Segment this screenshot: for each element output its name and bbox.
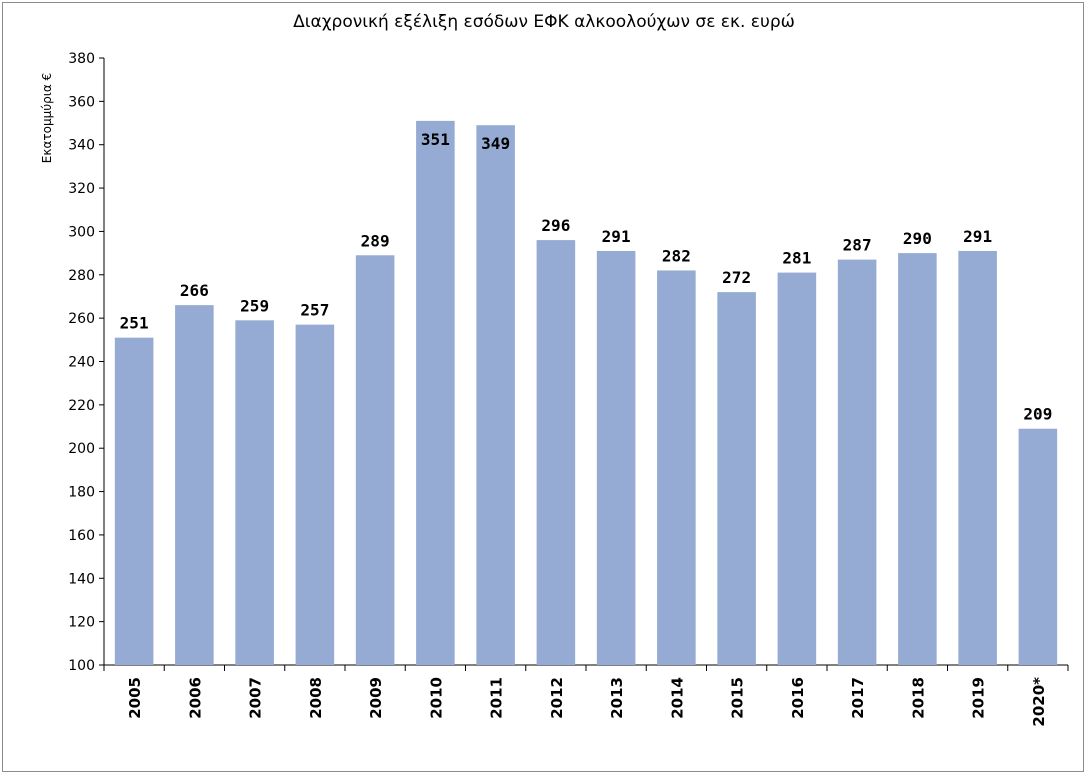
data-label: 251 [120,314,149,333]
data-label: 281 [782,249,811,268]
y-tick-label: 260 [68,311,95,327]
x-tick-label: 2009 [367,677,385,719]
bar-2016 [777,272,817,665]
x-tick-label: 2008 [307,677,325,719]
y-tick-label: 160 [68,528,95,544]
data-label: 287 [843,236,872,255]
bar-2011 [476,125,515,666]
y-axis: 100 120 140 160 180 200 220 240 260 280 300 320 340 3… [68,51,105,674]
y-tick-label: 220 [68,398,95,414]
y-tick-label: 240 [68,355,95,371]
bar-2015 [717,292,756,665]
y-tick-label: 340 [68,138,95,154]
bar-2006 [175,305,214,665]
bar-2013 [596,250,636,666]
y-tick-label: 320 [68,181,95,197]
bar-2005 [114,337,154,665]
y-tick-label: 140 [68,571,95,587]
bar-2008 [295,324,335,665]
y-tick-label: 380 [68,51,95,67]
data-label: 259 [240,296,269,315]
x-tick-label: 2007 [247,677,265,719]
data-label: 296 [541,216,570,235]
data-labels: 251 266 259 257 289 351 349 296 291 282 272 281 287 2… [120,130,1053,424]
bar-2007 [235,320,274,665]
y-tick-label: 180 [68,485,95,501]
chart-title: Διαχρονική εξέλιξη εσόδων ΕΦΚ αλκοολούχω… [293,12,795,32]
bar-2017 [837,259,877,665]
data-label: 289 [361,231,390,250]
bar-2010 [416,120,455,665]
data-label: 290 [903,229,932,248]
y-tick-label: 120 [68,615,95,631]
data-label: 351 [421,130,450,149]
x-tick-label: 2014 [668,677,686,719]
data-label: 272 [722,268,751,287]
x-tick-label: 2020* [1030,677,1048,727]
bar-2019 [958,250,997,666]
x-tick-label: 2015 [729,677,747,719]
y-tick-label: 300 [68,224,95,240]
x-tick-label: 2017 [849,677,867,719]
y-axis-title: Εκατομμύρια € [40,73,54,163]
y-tick-label: 280 [68,268,95,284]
data-label: 257 [300,301,329,320]
x-axis: 2005 2006 2007 2008 2009 2010 2011 2012 2013 2014… [103,664,1069,727]
bar-2009 [355,255,395,665]
x-tick-label: 2011 [488,677,506,719]
x-tick-label: 2018 [909,677,927,719]
data-label: 291 [602,227,631,246]
y-tick-label: 360 [68,94,95,110]
x-tick-label: 2010 [427,677,445,719]
data-label: 209 [1023,405,1052,424]
bar-2014 [657,270,696,665]
data-label: 282 [662,246,691,265]
bar-2020* [1018,428,1058,665]
bar-2018 [898,253,937,665]
y-tick-label: 100 [68,658,95,674]
data-label: 349 [481,134,510,153]
data-label: 291 [963,227,992,246]
x-tick-label: 2012 [548,677,566,719]
x-tick-label: 2013 [608,677,626,719]
x-tick-label: 2005 [126,677,144,719]
x-tick-label: 2016 [789,677,807,719]
x-tick-label: 2006 [186,677,204,719]
bars [114,120,1058,666]
data-label: 266 [180,281,209,300]
y-tick-label: 200 [68,441,95,457]
bar-2012 [536,240,576,665]
x-tick-label: 2019 [970,677,988,719]
